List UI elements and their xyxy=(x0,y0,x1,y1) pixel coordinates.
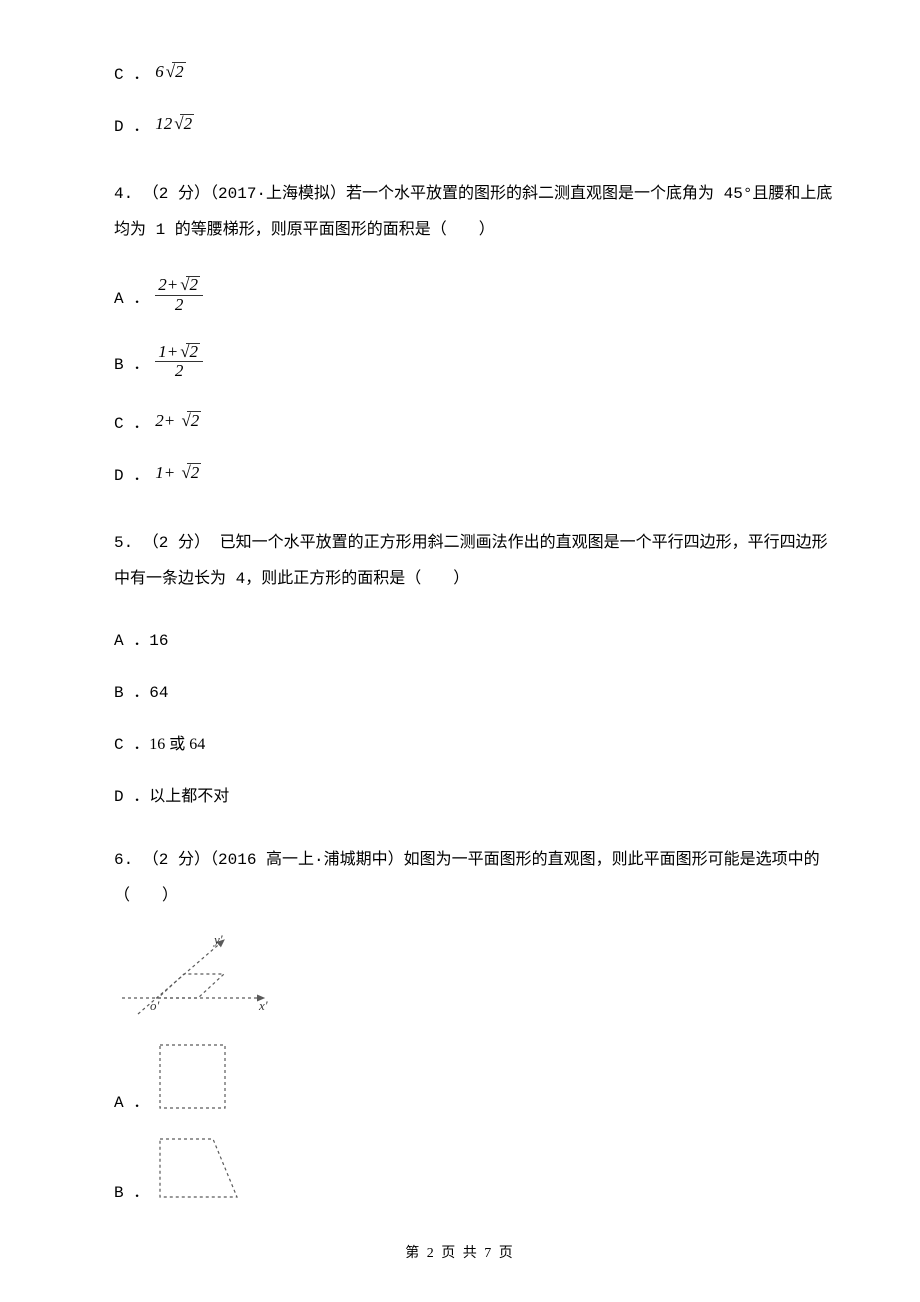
label: B ． xyxy=(114,350,149,374)
fraction: 1+√2 2 xyxy=(155,343,203,381)
sqrt: √2 xyxy=(178,276,200,295)
label: B ． xyxy=(114,1178,149,1202)
denominator: 2 xyxy=(172,362,187,381)
q5-option-a: A ．16 xyxy=(114,626,834,650)
sqrt: √2 xyxy=(164,62,186,82)
a: 2+ xyxy=(158,275,178,294)
label: A ． xyxy=(114,1088,149,1112)
x-label: x' xyxy=(258,998,268,1013)
f-cur: 2 xyxy=(427,1246,436,1261)
text: 16 xyxy=(149,632,168,650)
text: 16 或 64 xyxy=(149,736,205,753)
numerator: 2+√2 xyxy=(155,276,203,296)
q4-label: 4. （2 分）（2017·上海模拟）若一个水平放置的图形的斜二测直观图是一个底… xyxy=(114,185,832,239)
f-prefix: 第 xyxy=(405,1246,427,1261)
f-suffix: 页 xyxy=(493,1246,515,1261)
rad: 2 xyxy=(190,275,199,294)
rad: 2 xyxy=(190,342,199,361)
q4-option-c: C ． 2+ √2 xyxy=(114,409,834,433)
o-label: o' xyxy=(150,998,160,1013)
a: 1+ xyxy=(158,342,178,361)
q5-option-d: D ．以上都不对 xyxy=(114,782,834,806)
q6-diagram: y' x' o' xyxy=(114,932,274,1022)
label: A ． xyxy=(114,632,149,650)
y-label: y' xyxy=(212,932,223,947)
sqrt: √2 xyxy=(179,463,201,483)
q5-stem: 5. （2 分） 已知一个水平放置的正方形用斜二测画法作出的直观图是一个平行四边… xyxy=(114,525,834,597)
text: 64 xyxy=(149,684,168,702)
fraction: 2+√2 2 xyxy=(155,276,203,314)
q3-option-c: C ． 6√2 xyxy=(114,60,834,84)
label: C ． xyxy=(114,409,149,433)
sqrt: √2 xyxy=(178,343,200,362)
q4-stem: 4. （2 分）（2017·上海模拟）若一个水平放置的图形的斜二测直观图是一个底… xyxy=(114,176,834,248)
q3-option-d: D ． 12√2 xyxy=(114,112,834,136)
text: 以上都不对 xyxy=(149,788,229,805)
label: B ． xyxy=(114,684,149,702)
coeff: 12 xyxy=(155,114,172,133)
rad: 2 xyxy=(191,411,200,430)
q4-option-d: D ． 1+ √2 xyxy=(114,461,834,485)
label: A ． xyxy=(114,284,149,308)
math: 6√2 xyxy=(155,62,185,82)
shape-trapezoid-icon xyxy=(155,1134,243,1202)
f-mid: 页 共 xyxy=(436,1246,485,1261)
q4-option-b: B ． 1+√2 2 xyxy=(114,343,834,381)
prefix: 2+ xyxy=(155,411,179,430)
shape-square-icon xyxy=(155,1040,230,1112)
rad: 2 xyxy=(191,463,200,482)
sqrt: √2 xyxy=(179,411,201,431)
math: 12√2 xyxy=(155,114,194,134)
q6-stem: 6. （2 分）（2016 高一上·浦城期中）如图为一平面图形的直观图，则此平面… xyxy=(114,842,834,914)
q6-option-a: A ． xyxy=(114,1040,834,1112)
math: 2+ √2 xyxy=(155,411,201,431)
coeff: 6 xyxy=(155,62,164,81)
sqrt: √2 xyxy=(172,114,194,134)
label: D ． xyxy=(114,461,149,485)
denominator: 2 xyxy=(172,296,187,315)
label: D ． xyxy=(114,112,149,136)
label: C ． xyxy=(114,736,149,754)
q5-option-b: B ．64 xyxy=(114,678,834,702)
parallelogram xyxy=(158,974,224,998)
rad: 2 xyxy=(175,62,184,81)
prefix: 1+ xyxy=(155,463,179,482)
rad: 2 xyxy=(184,114,193,133)
math: 1+ √2 xyxy=(155,463,201,483)
q6-option-b: B ． xyxy=(114,1134,834,1202)
q5-option-c: C ．16 或 64 xyxy=(114,730,834,754)
page-footer: 第 2 页 共 7 页 xyxy=(0,1242,920,1262)
q6-label: 6. （2 分）（2016 高一上·浦城期中）如图为一平面图形的直观图，则此平面… xyxy=(114,851,820,905)
f-total: 7 xyxy=(484,1246,493,1261)
q4-option-a: A ． 2+√2 2 xyxy=(114,276,834,314)
numerator: 1+√2 xyxy=(155,343,203,363)
q5-label: 5. （2 分） 已知一个水平放置的正方形用斜二测画法作出的直观图是一个平行四边… xyxy=(114,534,828,588)
label: D ． xyxy=(114,788,149,806)
label: C ． xyxy=(114,60,149,84)
